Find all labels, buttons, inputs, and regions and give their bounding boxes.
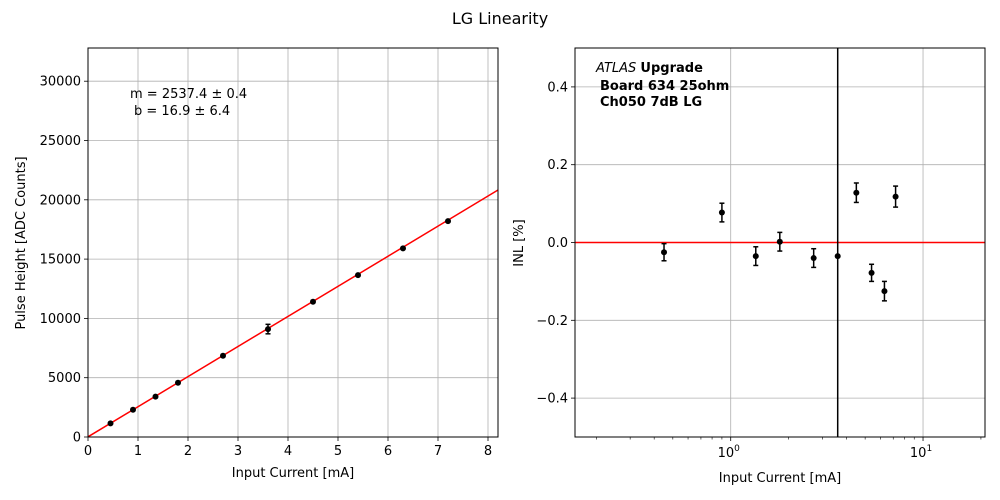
y-tick-label: 15000 bbox=[40, 253, 81, 268]
fit-line bbox=[87, 189, 499, 438]
data-point bbox=[853, 189, 860, 196]
data-point bbox=[752, 253, 759, 260]
inl-plot: 100 101 −0.4 −0.2 0.0 0.2 0.4 Input Current [… bbox=[512, 47, 986, 486]
x-tick-label: 8 bbox=[484, 444, 492, 459]
x-tick-label: 6 bbox=[384, 444, 392, 459]
x-tick-label: 0 bbox=[84, 444, 92, 459]
atlas-label-experiment: ATLAS bbox=[595, 61, 636, 76]
left-x-ticks: 0 1 2 3 4 5 6 7 8 bbox=[84, 437, 492, 459]
data-point bbox=[107, 420, 114, 427]
fit-slope-annotation: m = 2537.4 ± 0.4 bbox=[130, 87, 247, 102]
y-tick-label: 0.0 bbox=[547, 236, 568, 251]
x-tick-label: 100 bbox=[718, 444, 741, 461]
right-x-ticks: 100 101 bbox=[595, 437, 982, 461]
fit-intercept-annotation: b = 16.9 ± 6.4 bbox=[134, 104, 230, 119]
data-point bbox=[152, 393, 159, 400]
x-tick-label: 7 bbox=[434, 444, 442, 459]
data-point bbox=[868, 269, 875, 276]
y-tick-label: 0.2 bbox=[547, 158, 568, 173]
data-point bbox=[265, 326, 271, 333]
data-point bbox=[175, 379, 181, 386]
data-point bbox=[445, 218, 451, 225]
data-point bbox=[220, 352, 226, 359]
data-point bbox=[776, 238, 783, 245]
left-y-ticks: 0 5000 10000 15000 20000 25000 30000 bbox=[40, 75, 88, 446]
right-data-points bbox=[661, 182, 899, 302]
left-axes-frame bbox=[87, 47, 499, 438]
left-x-axis-label: Input Current [mA] bbox=[232, 466, 354, 481]
y-tick-label: 20000 bbox=[40, 193, 81, 208]
left-y-axis-label: Pulse Height [ADC Counts] bbox=[14, 156, 29, 329]
y-tick-label: −0.4 bbox=[536, 392, 568, 407]
data-point bbox=[400, 245, 406, 252]
left-grid bbox=[87, 48, 498, 438]
channel-label: Ch050 7dB LG bbox=[600, 95, 702, 110]
fit-line-path bbox=[87, 189, 499, 438]
linearity-plot: 0 1 2 3 4 5 6 7 8 0 5000 10000 15000 20000 25000 30000… bbox=[14, 47, 499, 481]
left-data-points bbox=[107, 218, 451, 427]
data-point bbox=[130, 406, 136, 413]
data-point bbox=[892, 193, 899, 200]
board-label: Board 634 25ohm bbox=[600, 79, 729, 94]
y-tick-label: −0.2 bbox=[536, 314, 568, 329]
atlas-label-upgrade: Upgrade bbox=[640, 61, 703, 76]
x-tick-label: 2 bbox=[184, 444, 192, 459]
right-y-axis-label: INL [%] bbox=[512, 219, 527, 266]
data-point bbox=[718, 209, 725, 216]
right-x-axis-label: Input Current [mA] bbox=[719, 471, 841, 486]
y-tick-label: 0.4 bbox=[547, 80, 568, 95]
data-point bbox=[834, 253, 841, 260]
y-tick-label: 10000 bbox=[40, 312, 81, 327]
y-tick-label: 25000 bbox=[40, 134, 81, 149]
data-point bbox=[661, 249, 668, 256]
y-tick-label: 5000 bbox=[48, 371, 81, 386]
y-tick-label: 0 bbox=[73, 431, 81, 446]
data-point bbox=[881, 288, 888, 295]
x-tick-label: 1 bbox=[134, 444, 142, 459]
x-tick-label: 5 bbox=[334, 444, 342, 459]
y-tick-label: 30000 bbox=[40, 75, 81, 90]
data-point bbox=[355, 272, 361, 279]
data-point bbox=[310, 298, 316, 305]
data-point bbox=[810, 255, 817, 262]
right-y-ticks: −0.4 −0.2 0.0 0.2 0.4 bbox=[536, 80, 575, 407]
atlas-label: ATLAS Upgrade bbox=[595, 61, 703, 76]
x-tick-label: 101 bbox=[910, 444, 932, 461]
x-tick-label: 3 bbox=[234, 444, 242, 459]
x-tick-label: 4 bbox=[284, 444, 292, 459]
figure-title: LG Linearity bbox=[452, 9, 548, 28]
